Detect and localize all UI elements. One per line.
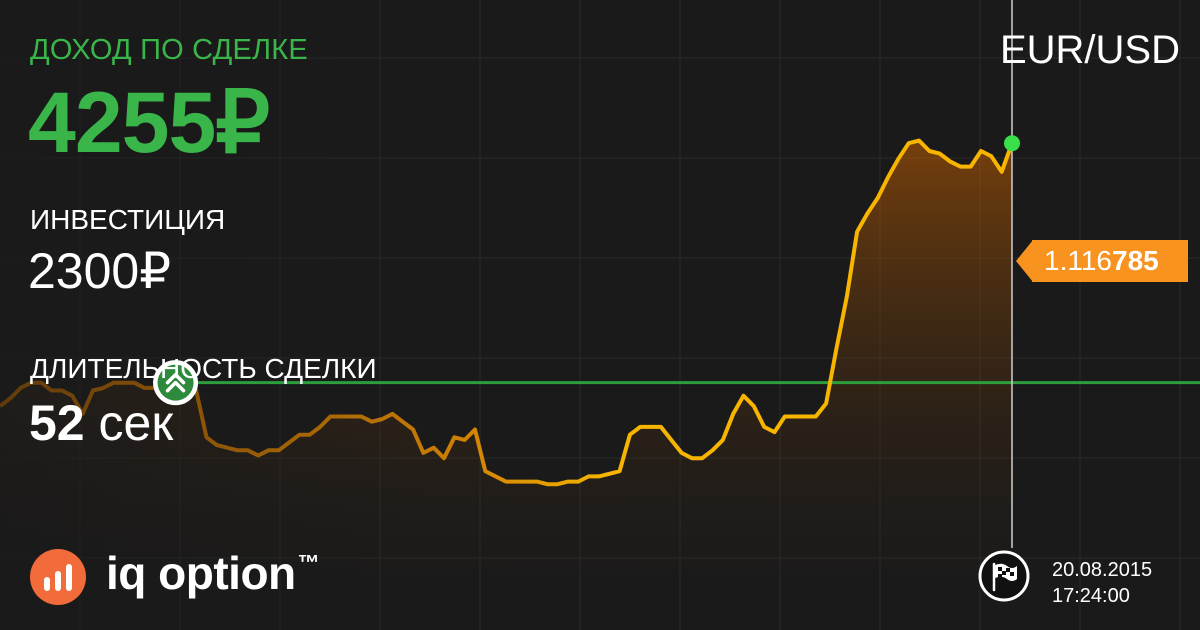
trademark-symbol: ™ (297, 550, 320, 575)
investment-label: ИНВЕСТИЦИЯ (30, 204, 226, 235)
duration-unit: сек (98, 395, 174, 451)
brand-logo-text: iq option™ (106, 547, 320, 599)
bar-chart-icon (30, 549, 86, 605)
profit-value: 4255₽ (28, 75, 270, 171)
expiry-date: 20.08.2015 (1052, 559, 1153, 581)
asset-pair: EUR/USD (999, 28, 1180, 72)
duration-label: ДЛИТЕЛЬНОСТЬ СДЕЛКИ (30, 353, 377, 384)
investment-value: 2300₽ (28, 243, 172, 299)
duration-value: 52 сек (29, 398, 173, 448)
call-entry-marker (153, 360, 199, 406)
price-highlight: 785 (1112, 245, 1159, 276)
price-tag-pointer (1016, 240, 1033, 282)
left-shade (0, 0, 430, 630)
brand-name: iq option (106, 547, 296, 599)
current-price-dot (1004, 135, 1020, 152)
current-price-tag: 1.116785 (1032, 240, 1188, 282)
profit-label: ДОХОД ПО СДЕЛКЕ (30, 34, 308, 66)
double-up-chevron-icon (165, 372, 186, 393)
duration-number: 52 (29, 395, 85, 451)
price-prefix: 1.116 (1044, 245, 1112, 276)
finish-flag-icon (978, 550, 1030, 602)
expiry-time: 17:24:00 (1052, 585, 1130, 607)
